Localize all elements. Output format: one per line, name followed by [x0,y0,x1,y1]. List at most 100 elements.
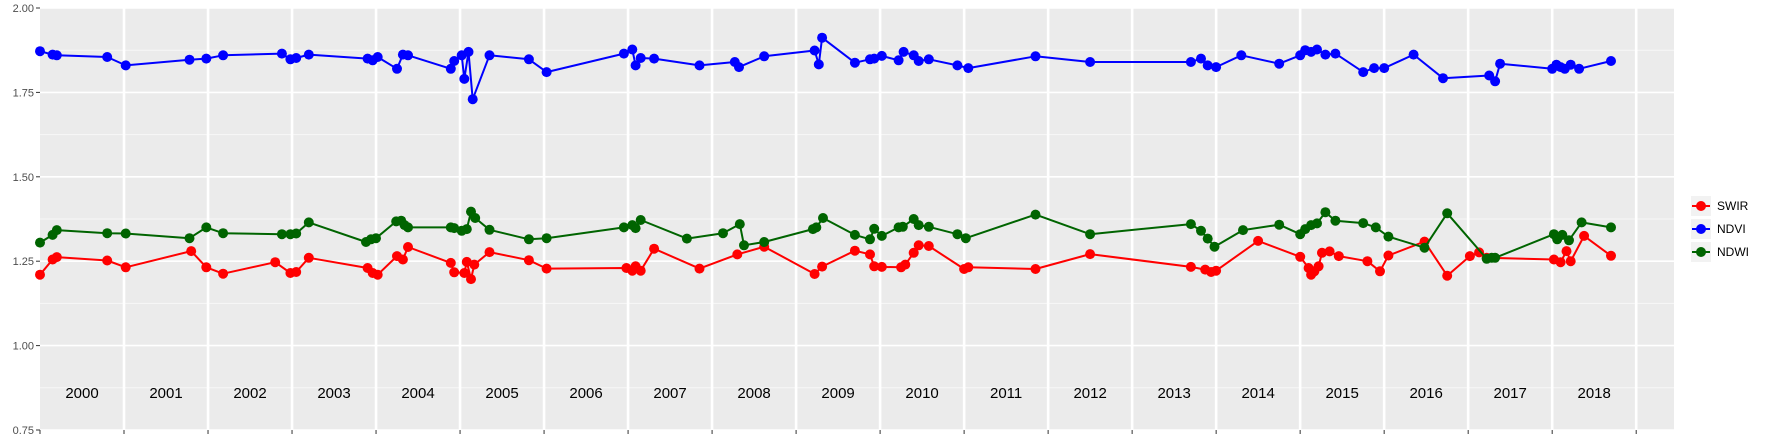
data-point-ndwi [1312,218,1322,229]
year-label: 2014 [1241,385,1274,402]
year-label: 2017 [1493,385,1526,402]
legend-label-ndwi: NDWI [1717,245,1749,259]
data-point-ndvi [392,63,402,74]
data-point-ndwi [1238,225,1248,236]
data-point-ndwi [630,223,641,234]
data-point-swir [900,259,911,270]
y-tick-label: 1.25 [13,256,34,268]
data-point-ndwi [897,221,908,232]
data-point-ndwi [371,233,381,244]
data-point-ndwi [869,223,880,234]
data-point-ndvi [694,60,705,71]
data-point-ndvi [51,50,62,61]
data-point-ndvi [403,50,413,61]
year-label: 2012 [1073,385,1106,402]
data-point-ndwi [1274,219,1285,230]
data-point-swir [1383,250,1394,261]
data-point-ndwi [1185,219,1196,230]
data-point-swir [1030,264,1041,274]
data-point-ndvi [618,48,629,59]
data-point-ndvi [627,44,638,55]
data-point-ndvi [1185,57,1196,67]
data-point-swir [291,267,302,277]
data-point-swir [1464,251,1475,262]
data-point-ndvi [1565,59,1576,70]
data-point-swir [1317,247,1327,258]
data-point-ndvi [849,57,860,68]
year-label: 2006 [569,385,602,402]
year-label: 2011 [990,385,1022,402]
data-point-ndvi [893,55,904,66]
data-point-ndwi [449,223,460,234]
data-point-ndvi [1312,44,1322,55]
data-point-ndvi [291,53,302,63]
year-labels: 2000 2001 2002 2003 2004 2005 2006 2007 2008 2009… [65,385,1611,402]
y-tick-label: 1.00 [13,341,34,353]
data-point-swir [270,257,281,268]
data-point-ndwi [120,228,131,239]
data-point-swir [303,252,314,263]
data-point-swir [635,265,646,276]
data-point-ndvi [1379,63,1390,74]
data-point-ndwi [1576,217,1587,228]
data-point-swir [186,246,197,257]
data-point-swir [817,261,828,272]
data-point-ndvi [1030,51,1041,62]
data-point-ndvi [372,52,383,62]
year-label: 2002 [233,385,266,402]
legend-key-point [1696,224,1706,234]
data-point-ndwi [35,237,45,248]
data-point-ndwi [1383,231,1394,242]
legend-key-point [1696,201,1706,211]
data-point-swir [865,249,875,260]
year-label: 2000 [65,385,98,402]
data-point-ndvi [303,49,314,60]
year-label: 2018 [1578,385,1611,402]
data-point-ndvi [1085,57,1096,67]
data-point-ndvi [120,60,131,71]
data-point-ndvi [1196,53,1206,64]
data-point-ndvi [1320,49,1331,60]
data-point-ndwi [1442,208,1453,219]
year-label: 2005 [485,385,518,402]
data-point-ndwi [1202,233,1213,244]
data-point-ndwi [960,233,971,244]
data-point-ndvi [1274,58,1285,69]
data-point-swir [908,247,919,258]
data-point-ndwi [403,222,413,233]
data-point-ndwi [1196,225,1206,236]
data-point-ndwi [1085,229,1096,240]
data-point-ndwi [541,233,552,244]
data-point-swir [102,255,113,266]
data-point-ndwi [913,220,924,231]
data-point-ndvi [276,48,287,59]
legend-key-point [1696,247,1706,257]
data-point-ndvi [541,67,552,78]
data-point-ndvi [523,54,534,65]
data-point-ndwi [184,233,195,244]
data-point-ndvi [449,56,460,66]
data-point-ndwi [51,225,62,236]
data-point-ndvi [1606,56,1616,66]
data-point-swir [876,261,887,272]
data-point-swir [1579,230,1590,241]
data-point-ndwi [635,215,646,225]
data-point-ndvi [467,94,478,105]
data-point-ndwi [1030,209,1041,220]
data-point-ndwi [1564,235,1574,246]
data-point-swir [1442,270,1453,281]
data-point-ndvi [1574,63,1585,74]
data-point-swir [1474,247,1485,258]
data-point-swir [201,262,212,273]
data-point-swir [732,249,743,260]
data-point-ndvi [817,32,828,43]
legend-label-swir: SWIR [1717,199,1749,213]
data-point-swir [1085,249,1096,260]
data-point-ndwi [1358,218,1369,229]
year-label: 2001 [149,385,182,402]
data-point-ndwi [811,222,822,233]
year-label: 2013 [1157,385,1190,402]
legend: SWIR NDVI NDWI [1691,196,1749,262]
year-label: 2008 [737,385,770,402]
